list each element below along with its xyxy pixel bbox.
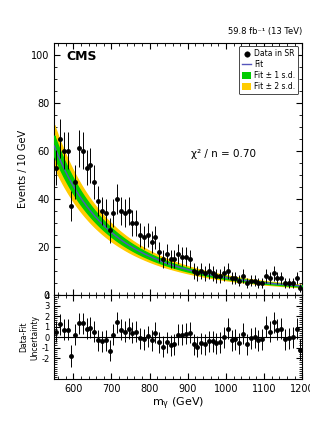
Text: 59.8 fb⁻¹ (13 TeV): 59.8 fb⁻¹ (13 TeV) [228,27,302,36]
Y-axis label: Events / 10 GeV: Events / 10 GeV [18,130,28,208]
Text: χ² / n = 0.70: χ² / n = 0.70 [191,149,256,158]
Y-axis label: Data-Fit
Uncertainty: Data-Fit Uncertainty [20,314,40,360]
Legend: Data in SR, Fit, Fit ± 1 s.d., Fit ± 2 s.d.: Data in SR, Fit, Fit ± 1 s.d., Fit ± 2 s… [239,46,299,94]
Text: CMS: CMS [67,50,97,63]
X-axis label: $\mathrm{m_{\gamma}}$ (GeV): $\mathrm{m_{\gamma}}$ (GeV) [152,395,204,412]
